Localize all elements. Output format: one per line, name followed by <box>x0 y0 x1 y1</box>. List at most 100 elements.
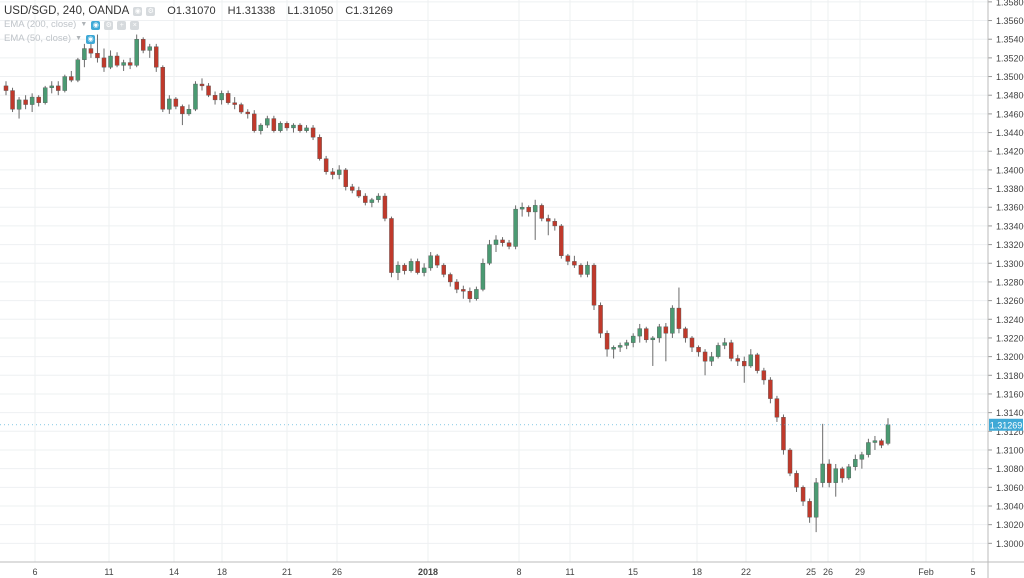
candle-body <box>271 118 277 131</box>
candle-body <box>23 99 28 105</box>
x-tick-label: 8 <box>516 567 521 577</box>
candle-body <box>186 109 192 115</box>
candle-body <box>565 255 571 262</box>
x-tick-label: 15 <box>628 567 638 577</box>
y-tick-label: 1.31400 <box>996 408 1024 418</box>
candle-body <box>624 342 629 346</box>
chevron-down-icon[interactable]: ▼ <box>75 35 82 42</box>
candle-body <box>833 468 838 483</box>
candle-body <box>728 342 734 359</box>
candle-body <box>317 137 322 159</box>
candle-body <box>578 264 584 275</box>
candle-body <box>709 356 714 362</box>
open-value: O1.31070 <box>167 5 216 17</box>
candle-body <box>617 345 623 348</box>
eye-icon[interactable]: ◉ <box>133 6 143 16</box>
chevron-down-icon[interactable]: ▼ <box>80 21 88 28</box>
candle-body <box>630 335 636 343</box>
y-tick-label: 1.33800 <box>996 184 1024 194</box>
y-tick-label: 1.31200 <box>996 427 1024 437</box>
candle-body <box>310 127 316 138</box>
candles <box>3 34 891 533</box>
candle-body <box>225 93 231 103</box>
candle-body <box>454 281 460 290</box>
candle-body <box>421 267 427 273</box>
close-icon[interactable]: × <box>130 20 140 30</box>
candle-body <box>356 190 362 197</box>
y-tick-label: 1.34800 <box>996 91 1024 101</box>
candle-body <box>441 264 446 275</box>
y-tick-label: 1.35000 <box>996 72 1024 82</box>
close-value: C1.31269 <box>345 5 393 17</box>
candle-body <box>415 261 420 273</box>
candle-body <box>853 459 858 467</box>
eye-icon[interactable]: ◉ <box>86 34 95 44</box>
candle-body <box>108 55 113 68</box>
x-tick-label: 11 <box>104 567 113 577</box>
candle-body <box>82 48 87 60</box>
indicator-row-ema-50[interactable]: EMA (50, close) ▼ ◉ <box>4 32 393 46</box>
candle-body <box>134 39 139 66</box>
candle-body <box>519 207 525 210</box>
candle-body <box>252 113 257 131</box>
settings-icon[interactable]: ⚙ <box>146 6 156 16</box>
candle-body <box>663 326 669 334</box>
y-tick-label: 1.35600 <box>996 16 1024 26</box>
indicator-label: EMA (50, close) <box>4 33 72 44</box>
candle-body <box>193 83 198 110</box>
candle-body <box>683 328 688 339</box>
x-tick-label: Feb <box>918 567 934 577</box>
candle-body <box>879 440 884 446</box>
candle-body <box>526 207 531 213</box>
candle-body <box>657 326 662 339</box>
candle-body <box>598 305 603 334</box>
candle-body <box>245 111 250 115</box>
y-tick-label: 1.30400 <box>996 501 1024 511</box>
candle-body <box>369 199 375 203</box>
candle-body <box>676 307 682 329</box>
y-tick-label: 1.33600 <box>996 203 1024 213</box>
candle-body <box>304 127 309 131</box>
candle-body <box>755 354 760 371</box>
candle-body <box>127 62 133 66</box>
x-tick-label: 18 <box>217 567 227 577</box>
add-icon[interactable]: + <box>117 20 127 30</box>
x-tick-label: 25 <box>806 567 816 577</box>
x-tick-label: 29 <box>855 567 865 577</box>
eye-icon[interactable]: ◉ <box>91 20 101 30</box>
x-tick-label: 2018 <box>418 567 438 577</box>
x-tick-label: 11 <box>565 567 574 577</box>
y-tick-label: 1.30200 <box>996 520 1024 530</box>
x-tick-label: 14 <box>169 567 179 577</box>
candle-body <box>461 289 466 292</box>
candle-body <box>75 59 81 81</box>
candle-body <box>539 205 544 219</box>
candle-body <box>428 255 433 269</box>
candle-body <box>258 124 264 131</box>
candle-body <box>3 85 9 91</box>
candle-body <box>800 487 806 502</box>
candle-body <box>434 255 440 266</box>
candle-body <box>238 104 244 113</box>
y-tick-label: 1.35400 <box>996 35 1024 45</box>
indicator-row-ema-200[interactable]: EMA (200, close) ▼ ◉ ⚙ + × <box>4 18 393 32</box>
candle-body <box>585 264 590 275</box>
candle-body <box>167 98 172 110</box>
candle-body <box>532 205 538 213</box>
candle-body <box>650 337 656 341</box>
y-tick-label: 1.35800 <box>996 0 1024 7</box>
candle-body <box>742 361 747 367</box>
settings-icon[interactable]: ⚙ <box>104 20 114 30</box>
candle-body <box>604 333 610 350</box>
candle-body <box>500 239 505 243</box>
candle-body <box>206 85 211 96</box>
y-tick-label: 1.34400 <box>996 128 1024 138</box>
candle-body <box>88 48 94 54</box>
candle-body <box>487 244 492 264</box>
symbol-label: USD/SGD, 240, OANDA <box>4 5 130 17</box>
candle-body <box>722 342 727 346</box>
y-tick-label: 1.32400 <box>996 315 1024 325</box>
candle-body <box>114 55 120 66</box>
